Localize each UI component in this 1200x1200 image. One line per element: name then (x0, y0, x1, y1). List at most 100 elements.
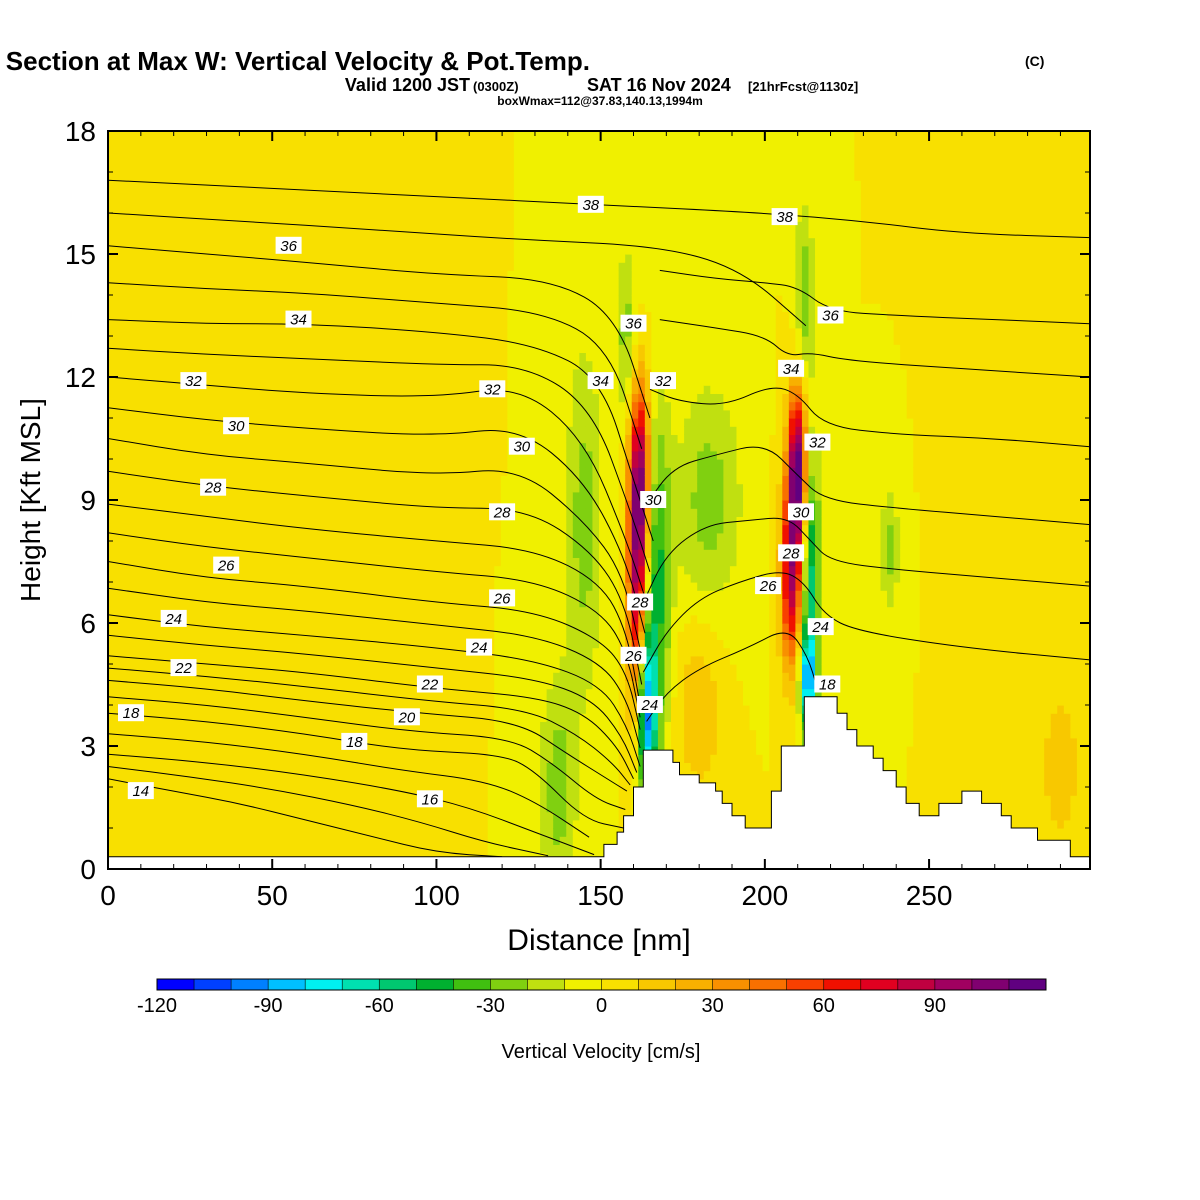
w-cell (343, 664, 351, 673)
w-cell (310, 155, 319, 165)
w-cell (461, 737, 469, 747)
w-cell (121, 475, 129, 485)
w-cell (454, 409, 463, 419)
w-cell (114, 131, 122, 140)
w-cell (127, 262, 135, 271)
w-cell (153, 155, 161, 165)
w-cell (225, 672, 233, 681)
w-cell (422, 655, 430, 665)
w-cell (396, 582, 404, 591)
w-cell (212, 377, 220, 386)
w-cell (317, 565, 325, 575)
w-cell (356, 844, 364, 854)
w-cell (245, 500, 253, 509)
w-cell (454, 614, 463, 624)
w-cell (330, 401, 338, 411)
w-cell (166, 172, 175, 181)
w-cell (468, 819, 476, 829)
w-cell (238, 582, 247, 591)
w-cell (232, 450, 240, 460)
w-cell (396, 163, 404, 173)
w-cell (415, 819, 423, 829)
w-cell (108, 221, 116, 230)
w-cell (291, 180, 299, 189)
w-cell (284, 401, 292, 411)
w-cell (350, 655, 358, 665)
w-cell (173, 737, 181, 747)
w-cell (219, 213, 227, 222)
w-cell (127, 131, 135, 140)
w-cell (186, 409, 194, 419)
w-cell (121, 393, 129, 403)
w-cell (409, 213, 417, 222)
w-cell (369, 401, 378, 411)
w-cell (435, 237, 443, 247)
w-cell (271, 352, 279, 362)
w-cell (337, 819, 345, 829)
w-cell (356, 295, 364, 304)
w-cell (356, 598, 364, 608)
w-cell (324, 532, 332, 542)
w-cell (356, 344, 364, 353)
w-cell (376, 188, 384, 198)
w-cell (337, 139, 345, 148)
w-cell (284, 655, 292, 665)
w-cell (324, 270, 332, 280)
w-cell (310, 844, 319, 854)
w-cell (396, 614, 404, 624)
w-cell (389, 828, 397, 837)
w-cell (121, 245, 129, 255)
w-cell (252, 696, 260, 706)
w-cell (199, 319, 207, 329)
w-cell (396, 139, 404, 148)
w-cell (140, 483, 148, 493)
w-cell (396, 393, 404, 403)
w-cell (382, 213, 391, 222)
w-cell (415, 778, 423, 788)
w-cell (278, 155, 286, 165)
w-cell (160, 770, 168, 780)
w-cell (422, 541, 430, 550)
w-cell (435, 377, 443, 386)
w-cell (441, 360, 450, 370)
w-cell (337, 688, 345, 698)
w-cell (310, 311, 319, 321)
w-cell (389, 508, 397, 517)
w-cell (324, 491, 332, 501)
w-cell (225, 688, 233, 698)
w-cell (369, 254, 378, 263)
w-cell (140, 541, 148, 550)
w-cell (330, 311, 338, 321)
w-cell (258, 188, 266, 198)
w-cell (337, 188, 345, 198)
w-cell (114, 639, 122, 649)
w-cell (232, 221, 240, 230)
w-cell (147, 467, 155, 476)
w-cell (153, 237, 161, 247)
w-cell (278, 819, 286, 829)
w-cell (127, 672, 135, 681)
w-cell (193, 737, 201, 747)
w-cell (278, 541, 286, 550)
w-cell (343, 639, 351, 649)
w-cell (389, 516, 397, 526)
w-cell (265, 590, 273, 599)
w-cell (271, 475, 279, 485)
w-cell (186, 418, 194, 427)
w-cell (402, 237, 410, 247)
w-cell (238, 475, 247, 485)
w-cell (382, 311, 391, 321)
w-cell (461, 475, 469, 485)
w-cell (409, 377, 417, 386)
w-cell (206, 434, 214, 444)
w-cell (219, 778, 227, 788)
w-cell (369, 787, 378, 796)
w-cell (291, 713, 299, 722)
w-cell (166, 163, 175, 173)
w-cell (396, 623, 404, 632)
w-cell (278, 664, 286, 673)
w-cell (297, 500, 305, 509)
w-cell (186, 245, 194, 255)
w-cell (396, 319, 404, 329)
w-cell (310, 295, 319, 304)
